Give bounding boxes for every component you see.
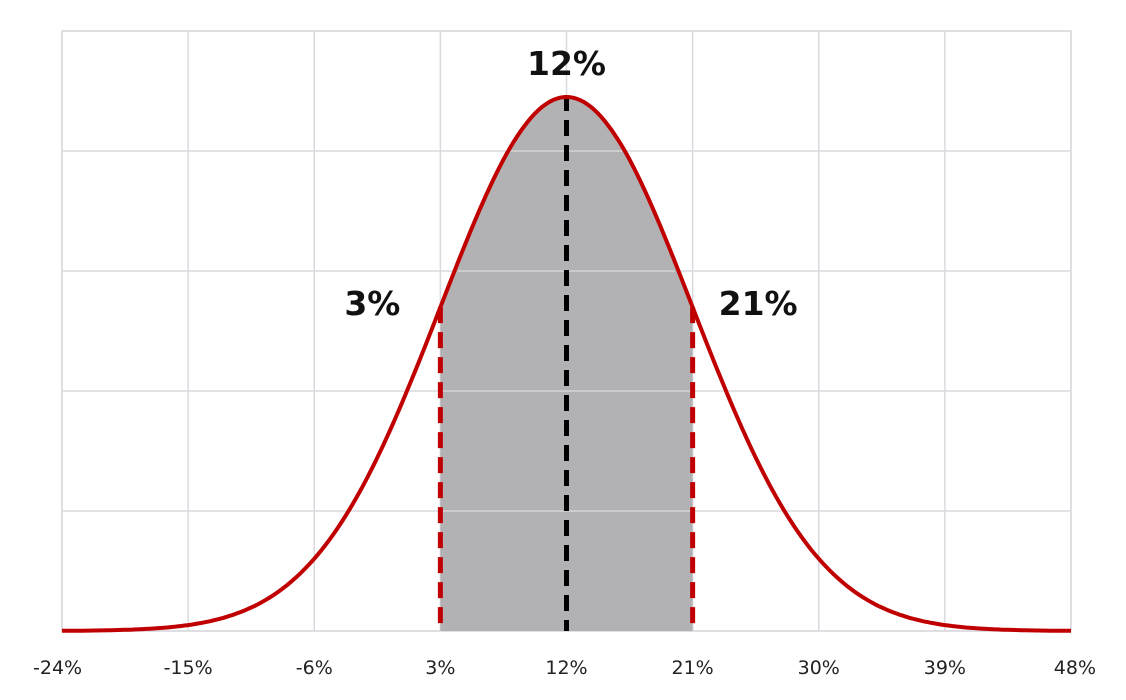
annotation-label: 21% <box>719 284 798 323</box>
x-tick-label: 48% <box>1054 657 1096 679</box>
annotation-label: 3% <box>344 284 400 323</box>
x-tick-label: -24% <box>33 657 82 679</box>
x-tick-label: 12% <box>545 657 587 679</box>
x-tick-label: -6% <box>296 657 333 679</box>
distribution-curve <box>62 94 1071 633</box>
x-tick-label: 3% <box>425 657 455 679</box>
x-axis-ticks: -24% -15% -6% 3% 12% 21% 30% 39% 48% <box>33 657 1096 679</box>
x-tick-label: 21% <box>672 657 714 679</box>
x-tick-label: 30% <box>798 657 840 679</box>
annotation-label: 12% <box>527 44 606 83</box>
annotations: 12% 3% 21% <box>344 44 797 323</box>
x-tick-label: -15% <box>164 657 213 679</box>
x-tick-label: 39% <box>924 657 966 679</box>
shaded-area <box>440 97 693 631</box>
